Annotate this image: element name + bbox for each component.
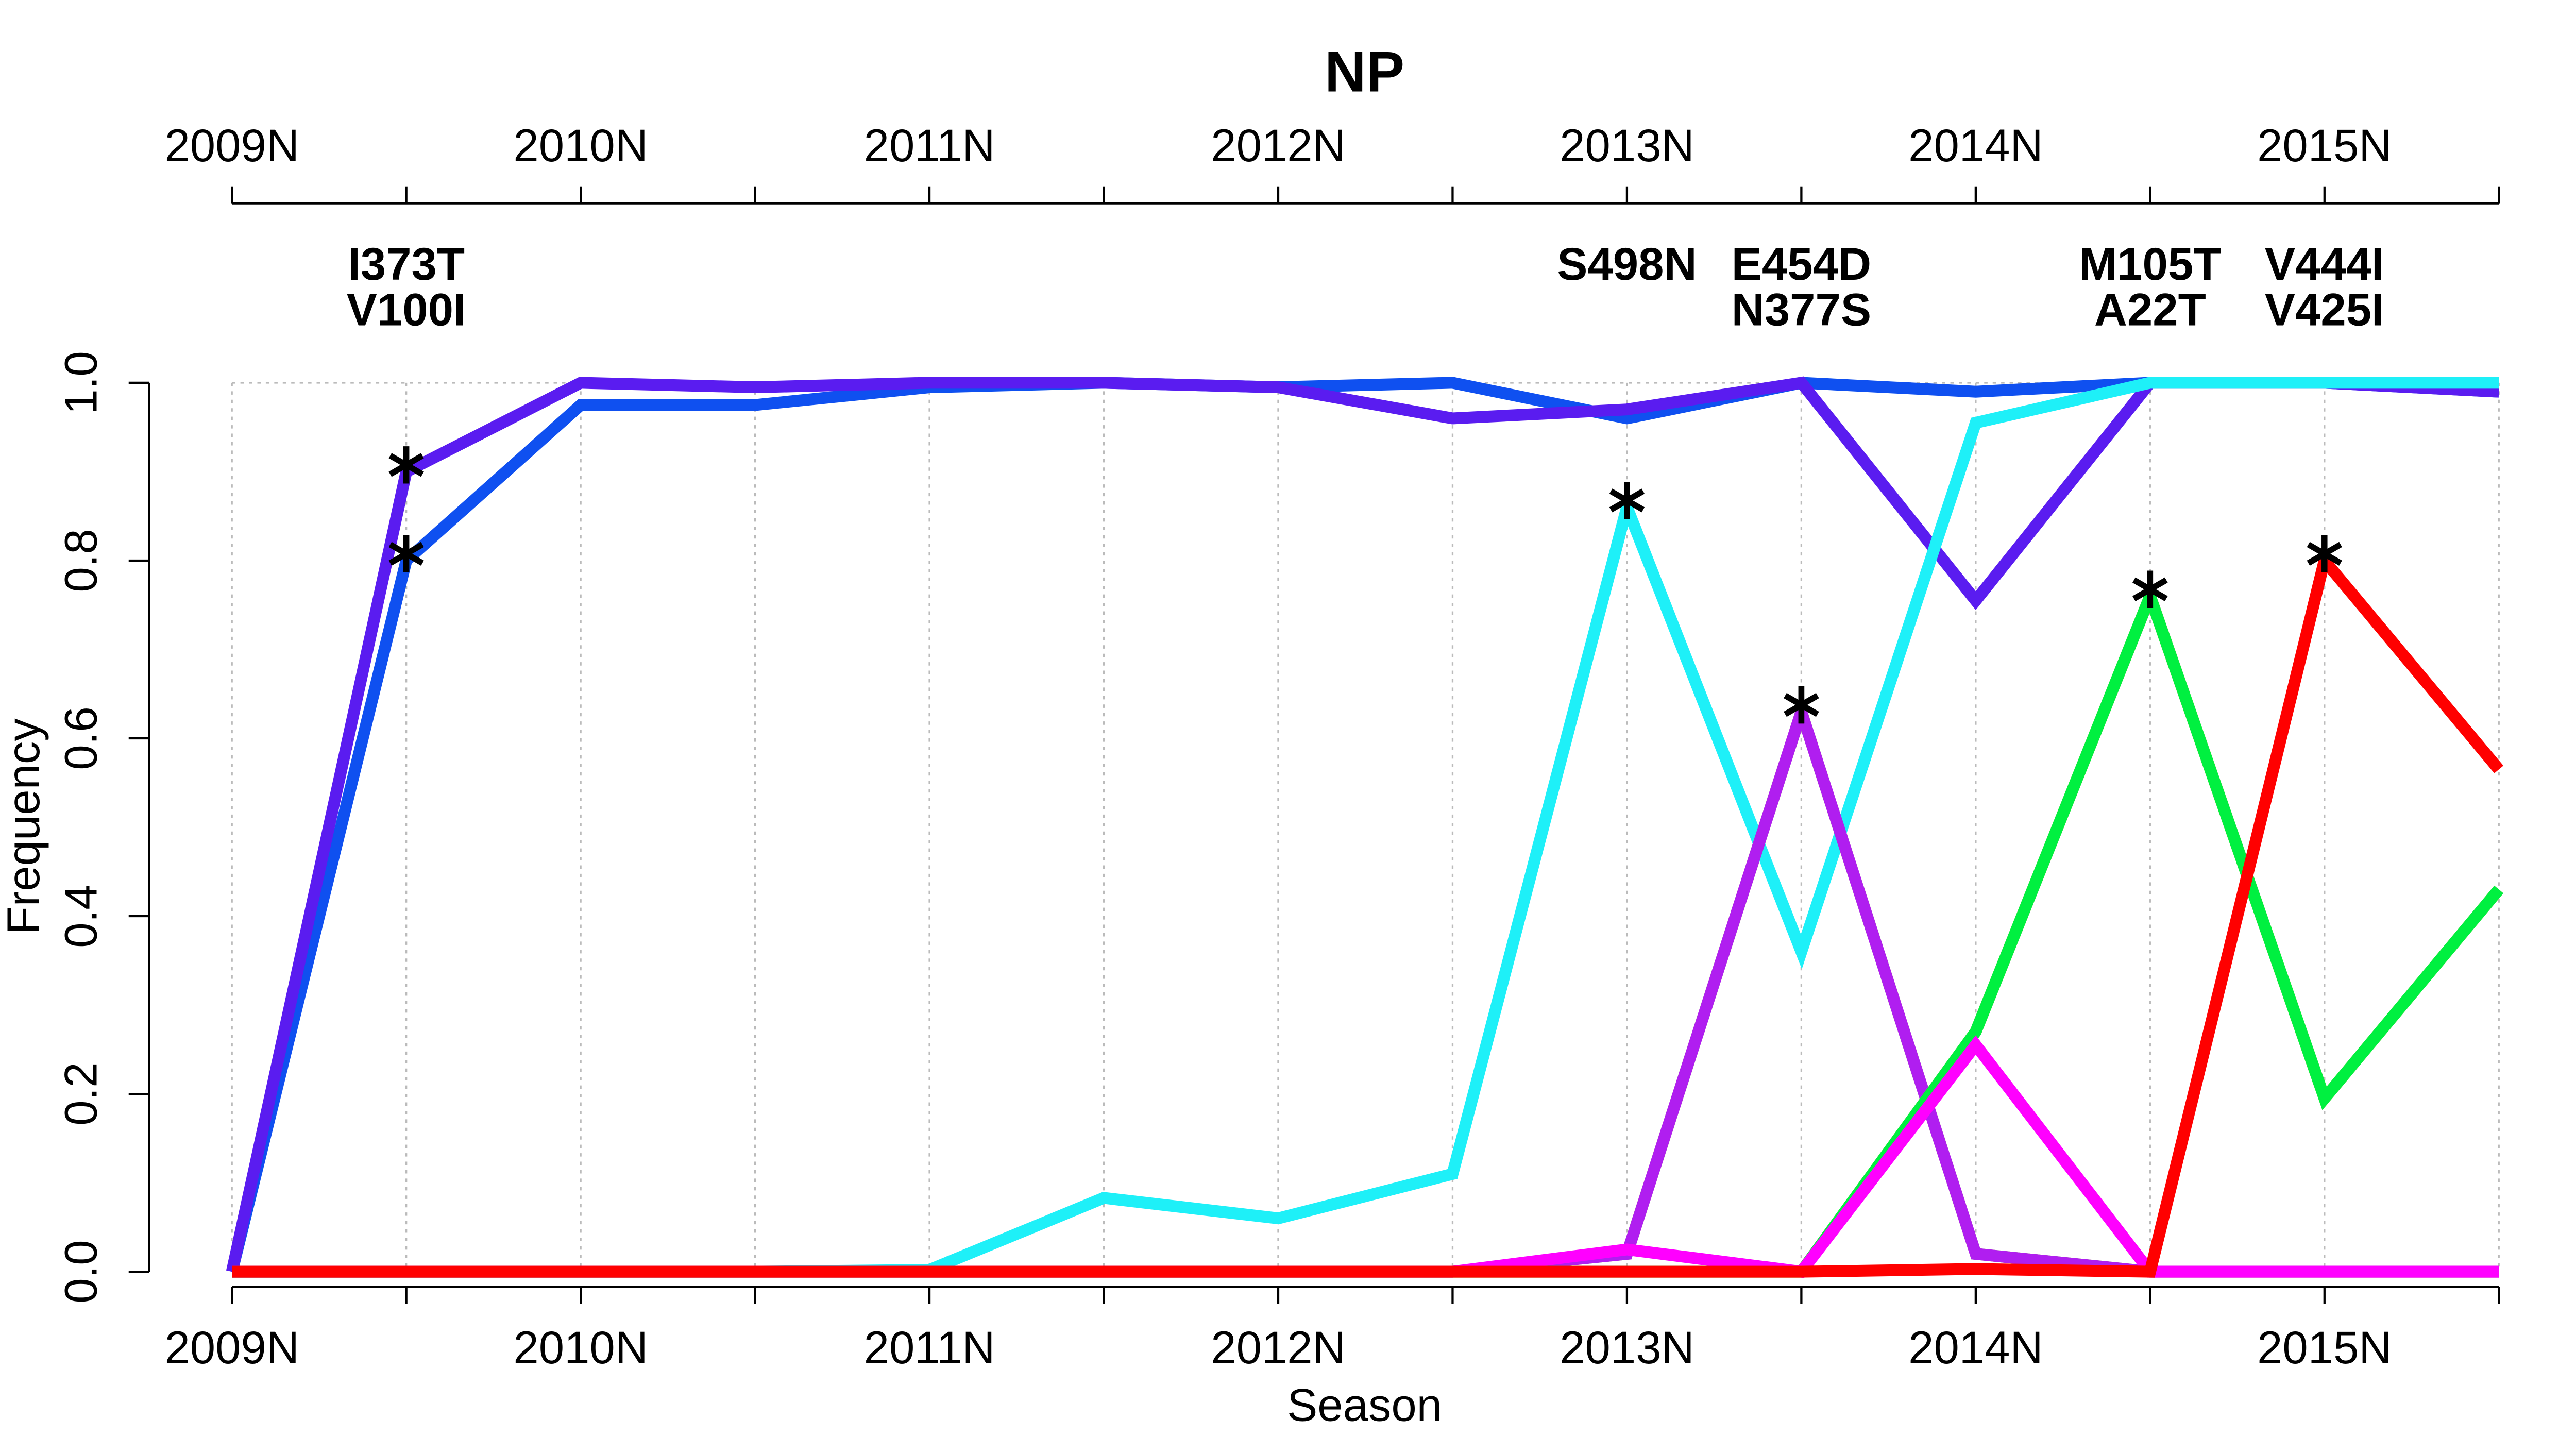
series-label: V444I xyxy=(2265,239,2384,290)
x-tick-label-top: 2013N xyxy=(1560,120,1694,171)
series-label: E454D xyxy=(1732,239,1871,290)
y-tick-label: 0.4 xyxy=(56,884,107,948)
x-tick-label-top: 2015N xyxy=(2257,120,2392,171)
chart-title: NP xyxy=(1325,40,1404,104)
asterisk xyxy=(388,542,424,566)
asterisk xyxy=(388,453,424,477)
series-label: V425I xyxy=(2265,284,2384,335)
series-line xyxy=(232,548,2504,1278)
y-tick-label: 0.8 xyxy=(56,529,107,592)
x-tick-label-top: 2012N xyxy=(1211,120,1345,171)
asterisk xyxy=(1784,693,1819,717)
series-label: I373T xyxy=(348,239,465,290)
y-tick-label: 1.0 xyxy=(56,351,107,414)
x-tick-label: 2010N xyxy=(513,1322,648,1373)
x-tick-label-top: 2011N xyxy=(864,120,995,171)
series-label: S498N xyxy=(1557,239,1697,290)
x-tick-label-top: 2009N xyxy=(164,120,299,171)
x-tick-label: 2013N xyxy=(1560,1322,1694,1373)
y-tick-label: 0.2 xyxy=(56,1062,107,1125)
x-tick-label-top: 2014N xyxy=(1908,120,2043,171)
x-tick-label: 2011N xyxy=(864,1322,995,1373)
y-tick-label: 0.6 xyxy=(56,706,107,770)
x-tick-label: 2015N xyxy=(2257,1322,2392,1373)
x-tick-label: 2012N xyxy=(1211,1322,1345,1373)
y-tick-label: 0.0 xyxy=(56,1240,107,1303)
series-label: A22T xyxy=(2094,284,2206,335)
asterisk xyxy=(2132,577,2168,601)
series-line xyxy=(226,376,2499,1273)
asterisk xyxy=(1609,488,1645,513)
x-tick-label-top: 2010N xyxy=(513,120,648,171)
asterisk xyxy=(2307,542,2342,566)
x-tick-label: 2009N xyxy=(164,1322,299,1373)
x-axis-label: Season xyxy=(1287,1380,1442,1431)
x-tick-label: 2014N xyxy=(1908,1322,2043,1373)
y-axis-label: Frequency xyxy=(0,718,49,935)
series-label: N377S xyxy=(1732,284,1871,335)
series-label: M105T xyxy=(2079,239,2221,290)
series-label: V100I xyxy=(347,284,466,335)
